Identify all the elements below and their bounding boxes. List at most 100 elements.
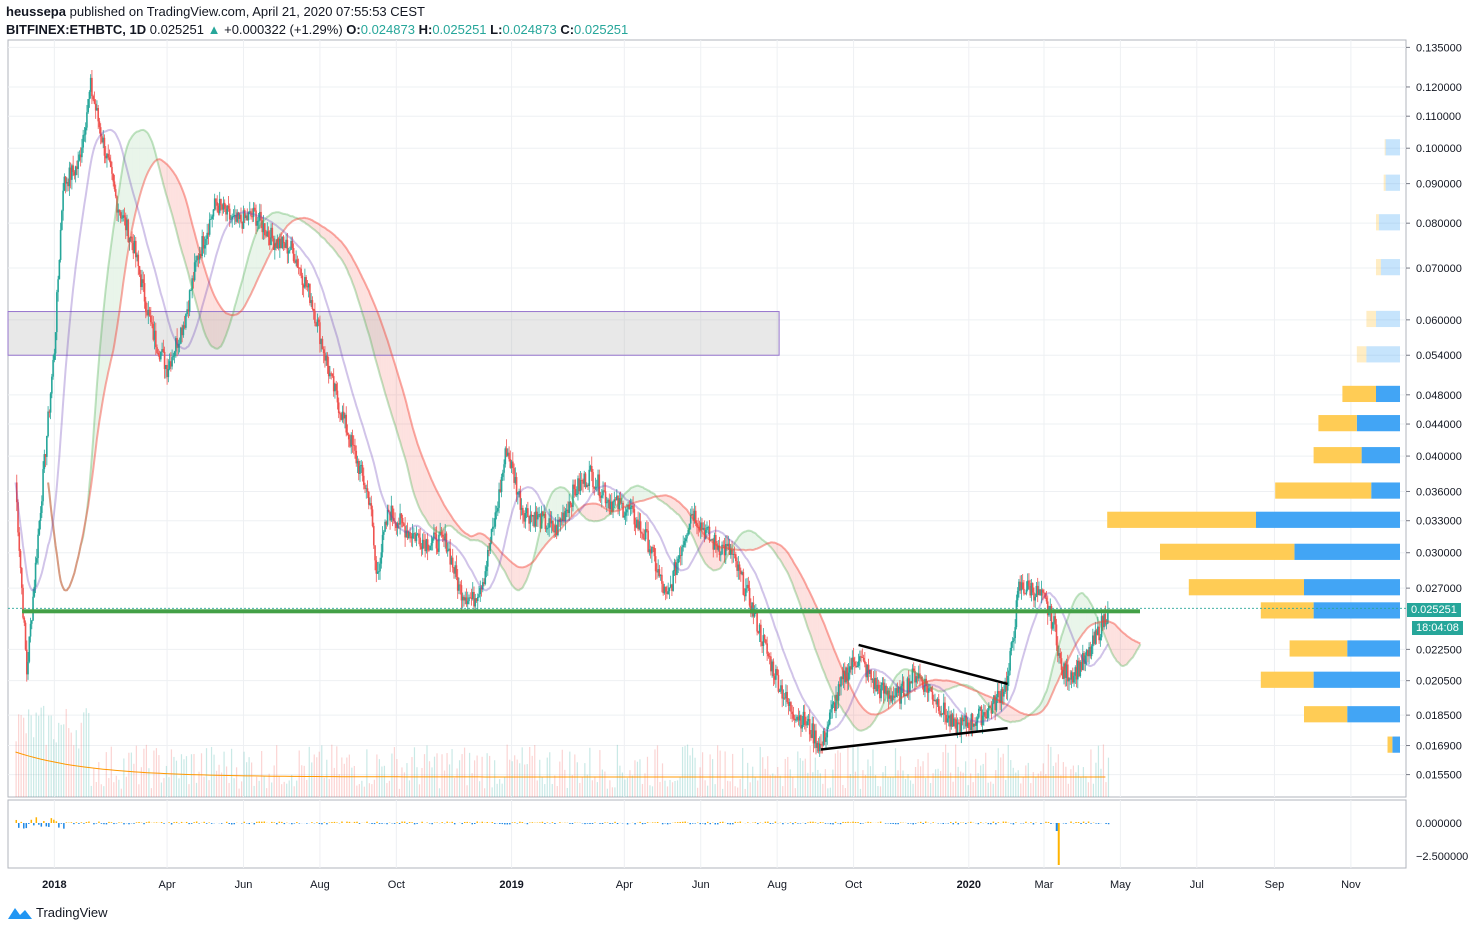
cloud-segment: [324, 227, 327, 242]
cloud-segment: [634, 486, 636, 503]
volume-bar: [476, 755, 478, 797]
candle-body: [979, 706, 981, 709]
oscillator-bar: [626, 823, 629, 825]
volume-bar: [258, 780, 260, 797]
candle-body: [691, 513, 693, 516]
candle-body: [376, 571, 379, 574]
cloud-segment: [496, 546, 498, 560]
oscillator-bar: [907, 823, 909, 824]
oscillator-bar: [180, 821, 183, 823]
candle-body: [464, 597, 467, 601]
oscillator-bar: [258, 821, 261, 823]
candle-body: [369, 503, 371, 505]
volume-bar: [291, 774, 293, 797]
cloud-segment: [670, 496, 672, 510]
cloud-segment: [95, 385, 97, 450]
cloud-segment: [163, 161, 165, 189]
oscillator-bar: [952, 823, 955, 825]
candle-body: [106, 153, 108, 159]
candle-body: [150, 315, 152, 323]
candle-body: [514, 477, 517, 483]
volume-bar: [268, 773, 270, 797]
candle-body: [39, 512, 42, 521]
candle-body: [600, 495, 603, 498]
candle-body: [216, 202, 218, 206]
candle-body: [400, 513, 403, 518]
candle-body: [148, 309, 151, 316]
candle-body: [1058, 653, 1060, 656]
candle-body: [1083, 653, 1085, 664]
oscillator-bar: [80, 822, 83, 823]
cloud-segment: [828, 635, 830, 687]
tradingview-footer[interactable]: TradingView: [8, 905, 108, 920]
cloud-segment: [100, 326, 102, 414]
cloud-segment: [585, 504, 587, 520]
volume-bar: [1017, 770, 1019, 797]
candle-body: [173, 351, 176, 357]
oscillator-bar: [1080, 823, 1082, 825]
cloud-segment: [590, 503, 592, 521]
candle-body: [823, 730, 826, 742]
price-tick-label: 0.090000: [1416, 179, 1462, 191]
candle-body: [468, 597, 470, 602]
cloud-segment: [862, 707, 864, 731]
candle-body: [126, 219, 128, 231]
candle-body: [624, 512, 627, 516]
cloud-segment: [1015, 709, 1017, 722]
candle-body: [201, 236, 203, 257]
brand-label: TradingView: [36, 905, 108, 920]
candle-body: [552, 520, 554, 531]
volume-bar: [301, 765, 303, 797]
cloud-segment: [287, 214, 289, 226]
cloud-segment: [1040, 702, 1042, 713]
candle-body: [360, 464, 363, 467]
candle-body: [830, 709, 832, 713]
candle-body: [277, 239, 280, 249]
vp-up-bar: [1188, 579, 1304, 596]
cloud-segment: [406, 402, 408, 468]
candle-body: [478, 594, 480, 597]
cloud-segment: [1112, 622, 1115, 658]
candle-body: [226, 205, 229, 215]
oscillator-bar: [544, 823, 546, 824]
candle-body: [269, 237, 271, 246]
cloud-segment: [241, 280, 243, 312]
candle-body: [119, 212, 122, 219]
candle-body: [1029, 585, 1031, 596]
oscillator-bar: [849, 822, 852, 823]
cloud-segment: [418, 447, 421, 510]
oscillator-bar: [1082, 821, 1085, 823]
cloud-segment: [347, 249, 349, 274]
cloud-segment: [805, 584, 808, 626]
vp-up-bar: [1107, 511, 1256, 528]
cloud-segment: [1082, 593, 1085, 634]
cloud-segment: [792, 559, 794, 587]
volume-bar: [456, 768, 458, 797]
volume-bar: [158, 755, 160, 797]
cloud-segment: [587, 503, 590, 521]
cloud-segment: [239, 284, 241, 313]
volume-bar: [712, 759, 714, 797]
volume-bar: [691, 747, 694, 797]
candle-body: [458, 584, 460, 591]
time-tick-label: Jun: [692, 879, 710, 891]
oscillator-bar: [494, 823, 496, 824]
publisher-name: heussepa: [6, 4, 66, 19]
cloud-segment: [316, 222, 318, 233]
candle-body: [544, 514, 547, 530]
oscillator-bar: [616, 823, 619, 825]
volume-bar: [138, 784, 140, 797]
candle-body: [262, 223, 265, 233]
candle-body: [737, 564, 740, 571]
candle-body: [580, 480, 583, 481]
candle-body: [836, 694, 839, 701]
price-tick-label: 0.120000: [1416, 82, 1462, 94]
candle-body: [319, 322, 321, 345]
oscillator-bar: [441, 822, 443, 823]
candle-body: [846, 667, 849, 681]
candle-body: [356, 460, 359, 464]
cloud-segment: [615, 505, 617, 512]
cloud-segment: [1109, 621, 1111, 650]
oscillator-bar: [195, 821, 198, 823]
